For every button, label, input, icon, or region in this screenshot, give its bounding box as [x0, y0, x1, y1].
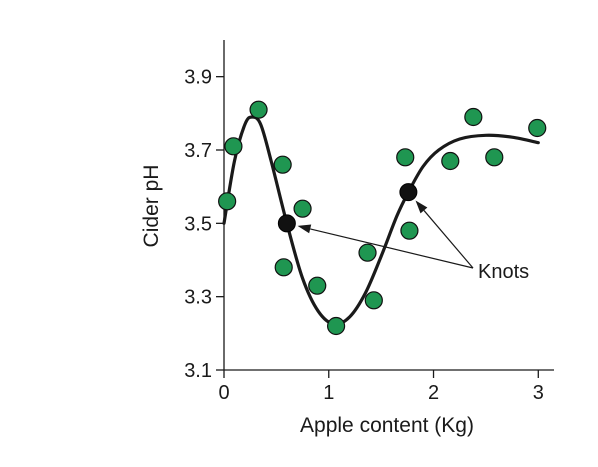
knot-arrow-head [415, 200, 428, 214]
axes [223, 40, 554, 371]
data-point [441, 151, 460, 171]
points-layer [218, 100, 547, 336]
arrows-layer [297, 200, 474, 269]
data-point [249, 100, 268, 119]
knot-arrow-head [297, 224, 312, 234]
knots-layer [277, 183, 418, 233]
y-tick-label: 3.1 [184, 360, 212, 382]
x-tick-label: 1 [323, 382, 334, 404]
data-point [485, 148, 504, 167]
y-tick-label: 3.3 [184, 287, 212, 309]
x-ticks: 0 1 2 3 [218, 370, 544, 404]
x-tick-label: 2 [428, 382, 439, 404]
data-point [218, 192, 237, 211]
x-tick-label: 3 [533, 382, 544, 404]
knot-arrow-line [310, 228, 474, 269]
x-axis-label: Apple content (Kg) [300, 414, 474, 437]
data-point [273, 155, 292, 174]
knot-arrow-line [423, 210, 474, 269]
data-point [293, 199, 312, 218]
data-point [274, 258, 293, 277]
data-point [464, 107, 483, 127]
data-point [326, 316, 346, 336]
curve-layer [222, 115, 540, 326]
data-point [528, 118, 547, 138]
data-point [224, 137, 243, 156]
data-point [396, 148, 415, 167]
y-ticks: 3.1 3.3 3.5 3.7 3.9 [184, 67, 224, 382]
data-point [364, 291, 383, 310]
data-point [400, 221, 419, 240]
y-tick-label: 3.9 [184, 67, 212, 89]
x-tick-label: 0 [218, 382, 229, 404]
knot-point [399, 183, 418, 202]
data-point [358, 243, 377, 262]
y-axis-label: Cider pH [140, 165, 163, 248]
knots-annotation-label: Knots [478, 261, 529, 283]
knot-point [277, 214, 296, 233]
data-point [308, 276, 327, 295]
y-tick-label: 3.7 [184, 140, 212, 162]
fitted-spline-curve [222, 115, 540, 326]
y-tick-label: 3.5 [184, 213, 212, 235]
